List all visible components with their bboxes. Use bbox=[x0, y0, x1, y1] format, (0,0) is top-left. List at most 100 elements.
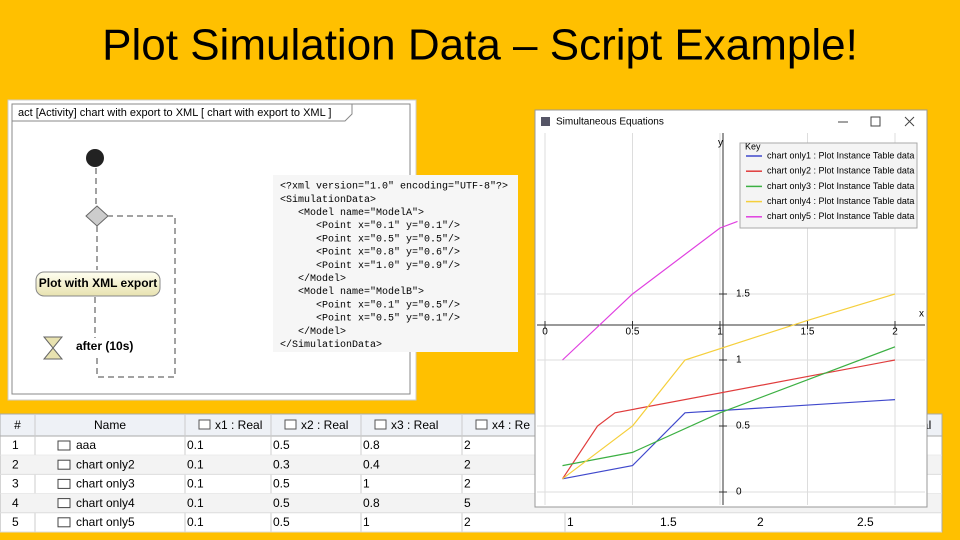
xml-line: <Point x="0.1" y="0.1"/> bbox=[280, 220, 460, 232]
table-cell: chart only5 bbox=[76, 515, 135, 529]
series-line bbox=[562, 346, 896, 467]
table-cell: 2 bbox=[757, 515, 764, 529]
table-cell: 1 bbox=[363, 515, 370, 529]
xml-line: <Point x="1.0" y="0.9"/> bbox=[280, 260, 460, 272]
row-icon bbox=[57, 459, 71, 470]
y-tick-label: 1 bbox=[736, 355, 742, 366]
column-header: x4 : Re bbox=[492, 418, 530, 432]
xml-line: </Model> bbox=[280, 273, 346, 285]
table-cell: 3 bbox=[12, 477, 19, 491]
diagram-tab bbox=[12, 104, 353, 122]
table-cell: chart only3 bbox=[76, 477, 135, 491]
type-icon bbox=[475, 419, 488, 430]
table-cell: 0.3 bbox=[273, 457, 290, 471]
table-cell: 0.4 bbox=[363, 457, 380, 471]
type-icon bbox=[198, 419, 211, 430]
column-header: # bbox=[14, 418, 21, 432]
table-cell: 0.5 bbox=[273, 496, 290, 510]
xml-line: <Point x="0.8" y="0.6"/> bbox=[280, 247, 460, 259]
slide-title: Plot Simulation Data – Script Example! bbox=[102, 21, 858, 70]
table-cell: 0.1 bbox=[187, 457, 204, 471]
xml-line: <SimulationData> bbox=[280, 194, 376, 206]
table-cell: 2 bbox=[464, 438, 471, 452]
legend-label: chart only1 : Plot Instance Table data bbox=[767, 150, 914, 160]
action-label: Plot with XML export bbox=[39, 276, 157, 290]
table-cell: 2 bbox=[464, 457, 471, 471]
table-cell: 2.5 bbox=[857, 515, 874, 529]
row-icon bbox=[57, 498, 71, 509]
table-cell: 2 bbox=[464, 515, 471, 529]
xml-line: <Point x="0.5" y="0.5"/> bbox=[280, 233, 460, 245]
action-node bbox=[35, 271, 161, 297]
legend-label: chart only3 : Plot Instance Table data bbox=[767, 181, 914, 191]
column-header: Name bbox=[94, 418, 126, 432]
table-cell: 0.8 bbox=[363, 496, 380, 510]
table-cell: 0.8 bbox=[363, 438, 380, 452]
xml-line: <Model name="ModelB"> bbox=[280, 286, 424, 298]
legend-label: chart only2 : Plot Instance Table data bbox=[767, 166, 914, 176]
y-tick-label: 0.5 bbox=[736, 421, 750, 432]
y-tick-label: 0 bbox=[736, 487, 742, 498]
row-icon bbox=[57, 440, 71, 451]
series-line bbox=[562, 399, 896, 480]
xml-line: <Point x="0.5" y="0.1"/> bbox=[280, 313, 460, 325]
x-tick-label: 1 bbox=[717, 327, 723, 338]
series-line bbox=[562, 293, 896, 480]
legend-title: Key bbox=[745, 141, 761, 151]
table-cell: 1 bbox=[12, 438, 19, 452]
table-cell: 5 bbox=[464, 496, 471, 510]
x-axis-label: x bbox=[919, 309, 924, 320]
window-icon bbox=[541, 117, 550, 126]
legend-label: chart only4 : Plot Instance Table data bbox=[767, 196, 914, 206]
diagram-header: act [Activity] chart with export to XML … bbox=[18, 107, 331, 119]
table-cell: chart only4 bbox=[76, 496, 135, 510]
series-line bbox=[562, 220, 738, 361]
xml-line: <Point x="0.1" y="0.5"/> bbox=[280, 299, 460, 311]
xml-line: <Model name="ModelA"> bbox=[280, 207, 424, 219]
flows bbox=[94, 168, 176, 378]
decision-node bbox=[85, 205, 109, 227]
legend-box bbox=[739, 142, 918, 229]
initial-node bbox=[86, 149, 104, 167]
type-icon bbox=[374, 419, 387, 430]
table-cell: 1 bbox=[567, 515, 574, 529]
table-cell: 1 bbox=[363, 477, 370, 491]
table-cell: chart only2 bbox=[76, 457, 135, 471]
table-cell: 0.5 bbox=[273, 438, 290, 452]
column-header: x1 : Real bbox=[215, 418, 262, 432]
table-cell: 2 bbox=[12, 457, 19, 471]
legend-entries: chart only1 : Plot Instance Table data ch… bbox=[746, 150, 914, 221]
window-controls bbox=[838, 116, 915, 127]
y-axis-label: y bbox=[718, 138, 723, 149]
row-icon bbox=[57, 478, 71, 489]
series-line bbox=[561, 359, 896, 480]
chart-window: Simultaneous Equations 0 0.5 1 1.5 2 0 0.5 1 1.5… bbox=[534, 109, 928, 508]
row-icon bbox=[57, 517, 71, 528]
xml-line: </SimulationData> bbox=[280, 339, 382, 351]
xml-code: <?xml version="1.0" encoding="UTF-8"?><S… bbox=[280, 181, 508, 351]
window-title: Simultaneous Equations bbox=[556, 117, 664, 128]
table-cell: 0.1 bbox=[187, 496, 204, 510]
timer-icon bbox=[42, 336, 64, 360]
table-cell: 1.5 bbox=[660, 515, 677, 529]
table-cell: 0.1 bbox=[187, 515, 204, 529]
table-cell: 0.1 bbox=[187, 477, 204, 491]
table-cell: 0.5 bbox=[273, 515, 290, 529]
table-cell: 5 bbox=[12, 515, 19, 529]
table-cell: 4 bbox=[12, 496, 19, 510]
column-header: x3 : Real bbox=[391, 418, 438, 432]
table-cell: 2 bbox=[464, 477, 471, 491]
type-icon bbox=[284, 419, 297, 430]
xml-line: </Model> bbox=[280, 326, 346, 338]
xml-panel bbox=[273, 175, 518, 352]
timer-label: after (10s) bbox=[76, 339, 133, 353]
table-cell: 0.1 bbox=[187, 438, 204, 452]
table-cell: 0.5 bbox=[273, 477, 290, 491]
x-tick-label: 0 bbox=[542, 327, 548, 338]
table-cell: aaa bbox=[76, 438, 96, 452]
legend-label: chart only5 : Plot Instance Table data bbox=[767, 211, 914, 221]
x-tick-label: 0.5 bbox=[626, 327, 640, 338]
